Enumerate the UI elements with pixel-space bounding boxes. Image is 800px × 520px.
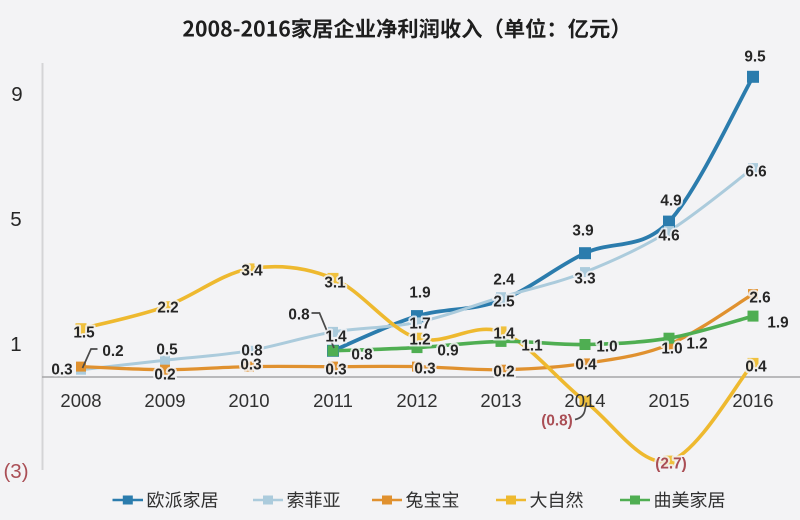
- svg-text:1.1: 1.1: [521, 338, 543, 355]
- svg-text:2012: 2012: [396, 390, 437, 411]
- svg-text:1.2: 1.2: [409, 332, 430, 349]
- svg-text:(0.8): (0.8): [541, 413, 572, 430]
- svg-text:9.5: 9.5: [744, 49, 766, 66]
- svg-text:6.6: 6.6: [745, 164, 766, 181]
- svg-text:2013: 2013: [480, 390, 521, 411]
- svg-text:0.8: 0.8: [288, 307, 310, 324]
- svg-text:1.5: 1.5: [73, 325, 95, 342]
- svg-text:2016: 2016: [732, 390, 773, 411]
- svg-text:2009: 2009: [144, 390, 185, 411]
- svg-text:3.1: 3.1: [324, 275, 346, 292]
- svg-text:1: 1: [10, 333, 21, 356]
- svg-text:1.7: 1.7: [409, 316, 430, 333]
- svg-text:0.8: 0.8: [351, 347, 373, 364]
- svg-text:0.2: 0.2: [493, 364, 514, 381]
- svg-text:0.3: 0.3: [51, 362, 72, 379]
- svg-text:2011: 2011: [313, 390, 353, 411]
- svg-text:0.3: 0.3: [240, 357, 261, 374]
- svg-text:2010: 2010: [228, 390, 269, 411]
- svg-text:0.2: 0.2: [154, 367, 175, 384]
- svg-text:(3): (3): [3, 460, 28, 483]
- svg-text:5: 5: [10, 208, 21, 231]
- svg-text:2.6: 2.6: [749, 290, 770, 307]
- svg-text:3.9: 3.9: [572, 223, 593, 240]
- svg-text:1.9: 1.9: [767, 315, 788, 332]
- svg-text:0.3: 0.3: [325, 362, 346, 379]
- svg-text:2014: 2014: [564, 390, 605, 411]
- svg-text:1.0: 1.0: [661, 341, 682, 358]
- svg-text:2008: 2008: [60, 390, 101, 411]
- svg-text:4.9: 4.9: [660, 193, 681, 210]
- svg-text:1.4: 1.4: [325, 329, 347, 346]
- svg-text:0.4: 0.4: [745, 359, 767, 376]
- svg-text:(2.7): (2.7): [655, 456, 686, 473]
- svg-text:2.4: 2.4: [493, 272, 515, 289]
- svg-text:1.0: 1.0: [596, 339, 617, 356]
- svg-text:9: 9: [11, 83, 22, 106]
- svg-text:0.5: 0.5: [156, 342, 178, 359]
- svg-text:0.8: 0.8: [241, 343, 263, 360]
- svg-text:1.2: 1.2: [686, 336, 707, 353]
- svg-text:2015: 2015: [648, 390, 689, 411]
- svg-text:2.5: 2.5: [493, 294, 515, 311]
- svg-text:1.9: 1.9: [409, 285, 430, 302]
- svg-text:0.2: 0.2: [102, 343, 123, 360]
- svg-text:0.9: 0.9: [437, 343, 458, 360]
- svg-text:0.4: 0.4: [575, 357, 597, 374]
- svg-text:3.4: 3.4: [241, 263, 263, 280]
- svg-text:3.3: 3.3: [574, 271, 595, 288]
- svg-text:4.6: 4.6: [658, 228, 679, 245]
- svg-text:2.2: 2.2: [157, 300, 178, 317]
- svg-text:1.4: 1.4: [493, 326, 515, 343]
- svg-text:0.3: 0.3: [414, 361, 435, 378]
